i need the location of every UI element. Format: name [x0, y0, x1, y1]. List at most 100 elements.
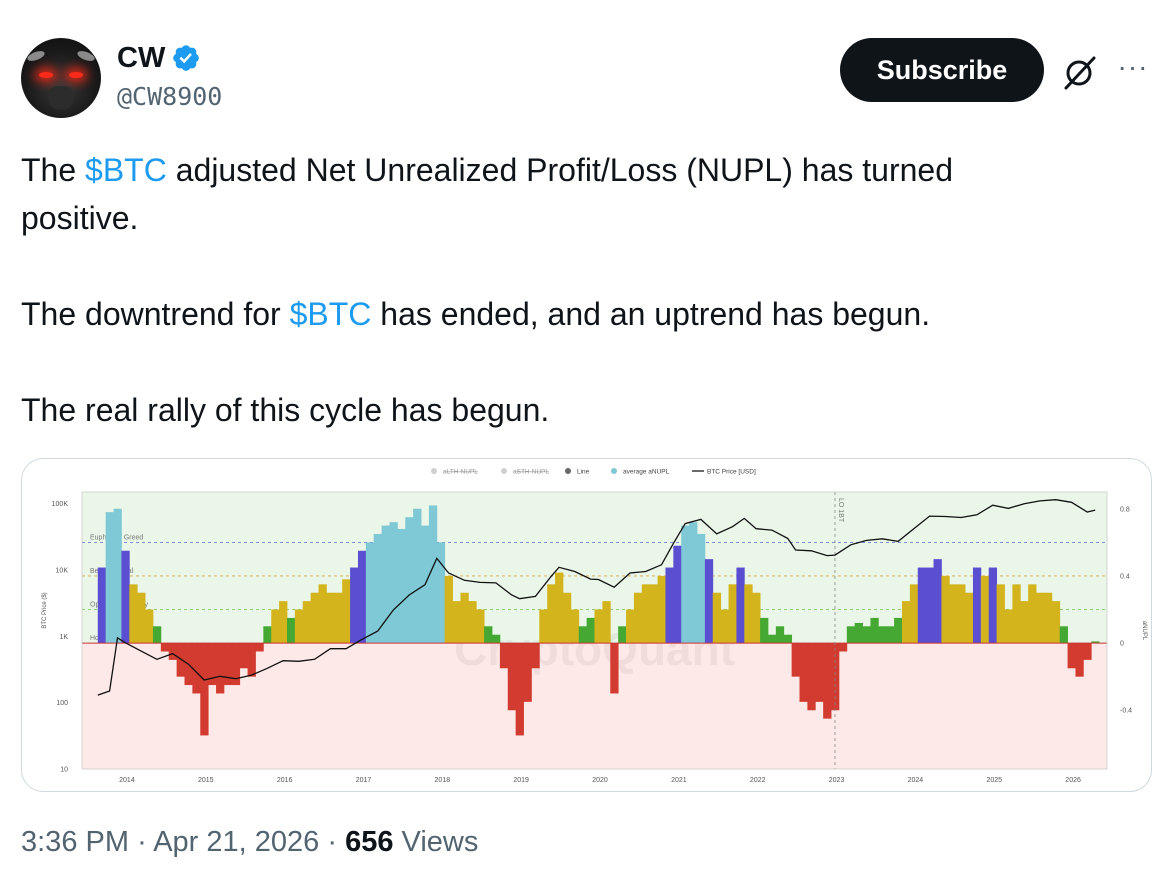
nupl-bar: [909, 584, 919, 644]
nupl-bar: [815, 643, 824, 702]
y-left-axis-label: BTC Price ($): [42, 592, 48, 628]
nupl-bar: [137, 592, 146, 644]
nupl-bar: [854, 622, 863, 644]
nupl-bar: [507, 643, 517, 711]
nupl-bar: [381, 525, 390, 644]
nupl-bar: [200, 643, 209, 736]
nupl-bar: [586, 617, 595, 644]
nupl-bar: [933, 559, 942, 644]
legend-entry: average aNUPL: [623, 469, 670, 476]
nupl-bar: [294, 609, 304, 644]
nupl-bar: [523, 643, 532, 702]
nupl-bar: [728, 584, 737, 644]
nupl-bar: [594, 609, 603, 644]
chart-image-card[interactable]: aLTH-NUPL aSTH-NUPL Line average aNUPL BTC P…: [21, 458, 1152, 792]
cashtag-link[interactable]: $BTC: [289, 296, 372, 332]
nupl-bar: [618, 626, 627, 644]
y-left-tick-label: 10: [60, 767, 68, 774]
nupl-bar: [712, 592, 722, 644]
y-left-tick-label: 100K: [52, 501, 69, 508]
nupl-bar: [570, 609, 580, 644]
tweet-date[interactable]: Apr 21, 2026: [153, 826, 320, 858]
nupl-bar: [799, 643, 808, 702]
nupl-bar: [697, 533, 706, 644]
chart-legend: aLTH-NUPL aSTH-NUPL Line average aNUPL BTC P…: [431, 468, 756, 476]
nupl-bar: [665, 567, 674, 644]
tweet-text: The $BTC adjusted Net Unrealized Profit/…: [21, 146, 1141, 434]
x-tick-label: 2026: [1065, 777, 1081, 784]
nupl-bar: [515, 643, 524, 736]
nupl-chart: aLTH-NUPL aSTH-NUPL Line average aNUPL BTC P…: [42, 468, 1147, 784]
nupl-bar: [152, 626, 162, 644]
avatar[interactable]: [21, 38, 101, 118]
nupl-bar: [791, 643, 800, 677]
nupl-bar: [310, 592, 319, 644]
nupl-bar: [775, 626, 785, 644]
x-tick-label: 2024: [908, 777, 924, 784]
nupl-bar: [436, 542, 446, 644]
nupl-bar: [846, 626, 856, 644]
grok-icon[interactable]: [1058, 50, 1102, 94]
legend-entry: aLTH-NUPL: [443, 469, 478, 476]
nupl-bar: [97, 567, 107, 644]
nupl-bar: [263, 626, 272, 644]
nupl-bar: [531, 643, 540, 669]
avatar-horn-right: [76, 49, 96, 63]
views-label[interactable]: Views: [401, 826, 479, 858]
nupl-bar: [783, 634, 793, 644]
legend-marker: [431, 468, 437, 474]
nupl-bar: [176, 643, 185, 677]
nupl-bar: [760, 617, 769, 644]
chart-axes: 100K 10K 1K 100 10 BTC Price ($) 0.8 0.4 0 -0.4 aN…: [42, 491, 1147, 784]
y-left-tick-label: 10K: [56, 568, 69, 575]
tweet-time[interactable]: 3:36 PM: [21, 826, 129, 858]
nupl-bar: [831, 643, 840, 711]
legend-marker: [501, 468, 507, 474]
nupl-bar: [113, 508, 122, 644]
author-handle[interactable]: @CW8900: [117, 82, 223, 111]
nupl-bar: [641, 584, 651, 644]
nupl-bar: [925, 567, 934, 644]
nupl-bar: [744, 584, 753, 644]
nupl-bar: [389, 522, 398, 644]
nupl-bar: [878, 626, 887, 644]
nupl-bar: [547, 584, 556, 644]
x-tick-label: 2019: [513, 777, 529, 784]
nupl-bar: [539, 609, 548, 644]
author-name[interactable]: CW: [117, 41, 166, 74]
nupl-bar: [365, 542, 375, 644]
tweet-line-4: The real rally of this cycle has begun.: [21, 392, 550, 428]
x-tick-label: 2023: [829, 777, 845, 784]
nupl-bar: [649, 584, 658, 644]
nupl-bar: [980, 575, 990, 644]
views-count: 656: [345, 826, 394, 858]
nupl-bar: [1075, 643, 1084, 677]
nupl-bar: [823, 643, 832, 719]
verified-badge-icon[interactable]: [171, 43, 201, 73]
avatar-eye-left: [39, 72, 53, 78]
nupl-bar: [342, 579, 351, 644]
nupl-bar: [105, 512, 114, 644]
subscribe-button[interactable]: Subscribe: [840, 38, 1044, 102]
x-tick-label: 2020: [592, 777, 608, 784]
cashtag-link[interactable]: $BTC: [85, 152, 167, 188]
more-options-button[interactable]: ···: [1117, 51, 1149, 82]
nupl-bar: [1059, 626, 1068, 644]
nupl-bar: [894, 617, 903, 644]
nupl-bar: [428, 505, 438, 644]
nupl-bar: [247, 643, 256, 677]
tweet-text-segment: adjusted Net Unrealized Profit/Loss (NUP…: [166, 152, 953, 188]
nupl-bar: [917, 567, 927, 644]
nupl-bar: [838, 643, 848, 652]
nupl-bar: [121, 550, 130, 644]
nupl-bar: [886, 626, 895, 644]
nupl-bar: [357, 550, 367, 644]
meta-separator: ·: [327, 826, 338, 858]
nupl-bar: [216, 643, 225, 694]
nupl-bar: [350, 567, 359, 644]
nupl-bar: [957, 584, 966, 644]
btc-price-line: [97, 499, 1096, 696]
nupl-bar: [145, 609, 154, 644]
nupl-bar: [996, 584, 1005, 644]
nupl-bar: [279, 601, 288, 644]
